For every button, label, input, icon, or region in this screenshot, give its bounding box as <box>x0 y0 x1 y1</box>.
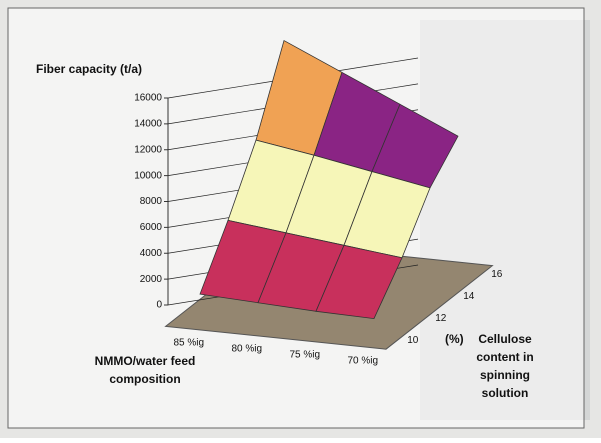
chart: Fiber capacity (t/a) NMMO/water feedcomp… <box>0 0 601 438</box>
y-tick-label: 16000 <box>134 93 162 104</box>
z-tick-label: 14 <box>463 291 475 302</box>
x-tick-label: 85 %ig <box>174 337 205 348</box>
x-tick-label: 80 %ig <box>232 343 263 354</box>
x-tick-label: 75 %ig <box>290 349 321 360</box>
chart-title: Fiber capacity (t/a) <box>36 62 142 76</box>
z-tick-label: 10 <box>407 335 419 346</box>
y-tick-label: 0 <box>156 300 162 311</box>
y-tick-label: 12000 <box>134 144 162 155</box>
y-tick-label: 10000 <box>134 170 162 181</box>
y-tick-label: 6000 <box>140 222 163 233</box>
y-tick-label: 2000 <box>140 274 163 285</box>
z-tick-label: 12 <box>435 313 447 324</box>
x-tick-label: 70 %ig <box>348 355 379 366</box>
y-tick-label: 8000 <box>140 196 163 207</box>
y-tick-label: 14000 <box>134 119 162 130</box>
y-tick-label: 4000 <box>140 248 163 259</box>
z-unit: (%) <box>445 332 464 346</box>
z-tick-label: 16 <box>491 269 503 280</box>
